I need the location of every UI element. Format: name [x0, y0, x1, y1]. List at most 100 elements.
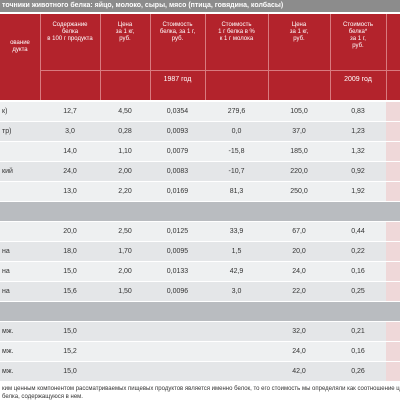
- cell-value: 13,0: [63, 188, 77, 195]
- row-label: к): [2, 108, 8, 115]
- divider: [205, 14, 206, 100]
- cell-value: 0,0093: [166, 128, 189, 135]
- red-cell: [386, 262, 400, 281]
- header-line: Цена: [291, 22, 307, 28]
- cell-value: 1,5: [231, 248, 242, 255]
- cell-value: 3,0: [65, 128, 75, 135]
- cell-value: 24,0: [292, 268, 306, 275]
- cell-value: 22,0: [292, 288, 306, 295]
- red-cell: [386, 282, 400, 301]
- cell-value: 14,0: [63, 148, 77, 155]
- row-label: тр): [2, 128, 12, 135]
- period-label: 1987 год: [163, 76, 192, 83]
- header-line: руб.: [352, 43, 364, 49]
- row-label: на: [2, 288, 10, 295]
- footnote: ким ценным компонентом рассматриваемых п…: [2, 386, 400, 392]
- cell-value: 0,16: [351, 268, 365, 275]
- cell-value: 4,50: [118, 108, 132, 115]
- row-label: кий: [2, 168, 13, 175]
- cell-value: 1,10: [118, 148, 132, 155]
- header-line: Стоимость: [221, 22, 252, 28]
- column-header: Стоимость белка* за 1 г, руб.: [330, 22, 386, 50]
- table-row: [0, 362, 400, 382]
- cell-value: 0,92: [351, 168, 365, 175]
- table-row: [0, 242, 400, 262]
- cell-value: 15,0: [63, 328, 77, 335]
- cell-value: 0,16: [351, 348, 365, 355]
- column-header: Цена за 1 кг, руб.: [100, 22, 150, 43]
- red-cell: [386, 242, 400, 261]
- header-line: руб.: [171, 36, 184, 42]
- divider: [150, 14, 151, 100]
- header-band: [0, 14, 400, 100]
- cell-value: 42,9: [229, 268, 244, 275]
- cell-value: 185,0: [290, 148, 308, 155]
- header-line: Стоимость: [342, 22, 374, 28]
- cell-value: 32,0: [292, 328, 306, 335]
- table-row: [0, 262, 400, 282]
- column-header: Стоимость 1 г белка в % к 1 г молока: [205, 22, 268, 43]
- cell-value: 2,50: [118, 228, 132, 235]
- table-row: [0, 222, 400, 242]
- header-line: Содержание: [52, 22, 88, 28]
- section-row: [0, 202, 400, 222]
- cell-value: 0,22: [351, 248, 365, 255]
- cell-value: 0,83: [351, 108, 365, 115]
- divider: [386, 14, 387, 100]
- cell-value: 279,6: [227, 108, 246, 115]
- divider: [100, 14, 101, 100]
- row-label: мж.: [2, 348, 14, 355]
- divider: [330, 14, 331, 100]
- cell-value: 1,50: [118, 288, 132, 295]
- row-label: мж.: [2, 368, 14, 375]
- cell-value: -10,7: [228, 168, 245, 175]
- header-line: Стоимость: [162, 22, 193, 28]
- header-line: Цена: [117, 22, 133, 28]
- cell-value: 12,7: [63, 108, 77, 115]
- cell-value: 1,70: [118, 248, 132, 255]
- header-line: ование: [10, 40, 30, 46]
- header-line: за 1 кг,: [115, 29, 135, 35]
- table-row: [0, 102, 400, 122]
- red-cell: [386, 162, 400, 181]
- cell-value: 0,0354: [166, 108, 189, 115]
- table-row: [0, 142, 400, 162]
- header-line: за 1 г,: [350, 36, 366, 42]
- cell-value: 0,26: [351, 368, 365, 375]
- divider: [40, 14, 41, 100]
- header-line: руб.: [119, 36, 131, 42]
- column-header: Цена за 1 кг, руб.: [268, 22, 330, 43]
- column-header: Стоимость белка, за 1 г, руб.: [150, 22, 205, 43]
- cell-value: 2,00: [118, 168, 132, 175]
- table-row: [0, 122, 400, 142]
- cell-value: 0,0169: [166, 188, 189, 195]
- cell-value: 3,0: [231, 288, 242, 295]
- red-cell: [386, 102, 400, 121]
- header-line: белка*: [348, 29, 368, 35]
- cell-value: 0,28: [118, 128, 132, 135]
- row-label: на: [2, 268, 10, 275]
- table-row: [0, 322, 400, 342]
- red-cell: [386, 322, 400, 341]
- red-cell: [386, 302, 400, 321]
- header-line: 1 г белка в %: [218, 29, 255, 35]
- red-cell: [386, 362, 400, 381]
- header-line: к 1 г молока: [219, 36, 254, 42]
- cell-value: 0,0133: [166, 268, 189, 275]
- cell-value: 15,0: [63, 368, 77, 375]
- header-line: дукта: [12, 47, 28, 53]
- footnote: белка, содержащуюся в нем.: [2, 394, 83, 400]
- cell-value: 18,0: [63, 248, 77, 255]
- column-header: Содержание белка в 100 г продукта: [40, 22, 100, 43]
- cell-value: 220,0: [290, 168, 308, 175]
- red-cell: [386, 342, 400, 361]
- cell-value: 37,0: [292, 128, 306, 135]
- cell-value: 0,0125: [166, 228, 189, 235]
- cell-value: 2,00: [118, 268, 132, 275]
- cell-value: 2,20: [118, 188, 132, 195]
- cell-value: 15,0: [63, 268, 77, 275]
- cell-value: 0,0: [231, 128, 242, 135]
- table-title: точники животного белка: яйцо, молоко, с…: [0, 0, 400, 12]
- cell-value: 20,0: [292, 248, 306, 255]
